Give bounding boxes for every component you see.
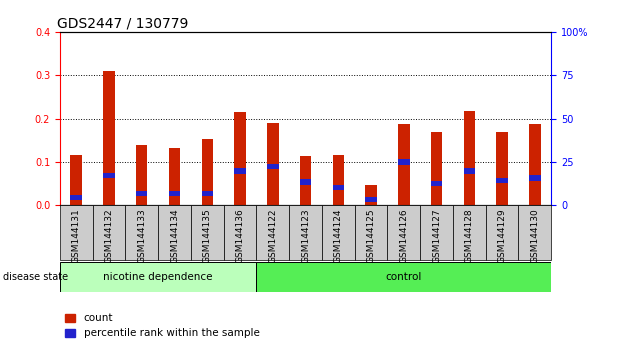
Bar [300,179,311,184]
FancyBboxPatch shape [256,262,551,292]
Bar [496,178,508,183]
Text: GSM144136: GSM144136 [236,208,244,263]
Bar [71,155,82,205]
FancyBboxPatch shape [93,205,125,260]
FancyBboxPatch shape [420,205,453,260]
Bar [464,169,475,174]
Text: GSM144130: GSM144130 [530,208,539,263]
FancyBboxPatch shape [355,205,387,260]
Bar [169,191,180,196]
Bar [496,132,508,205]
Text: nicotine dependence: nicotine dependence [103,272,213,282]
FancyBboxPatch shape [60,262,256,292]
FancyBboxPatch shape [518,205,551,260]
Text: GSM144125: GSM144125 [367,208,375,263]
FancyBboxPatch shape [486,205,518,260]
FancyBboxPatch shape [60,205,93,260]
Bar [267,164,278,169]
Bar [267,123,278,205]
Bar [529,175,541,181]
FancyBboxPatch shape [256,205,289,260]
Text: GSM144123: GSM144123 [301,208,310,263]
Text: GSM144128: GSM144128 [465,208,474,263]
Bar [464,111,475,205]
Bar [103,173,115,178]
Legend: count, percentile rank within the sample: count, percentile rank within the sample [65,313,260,338]
Bar [333,155,344,205]
Text: GSM144124: GSM144124 [334,208,343,263]
Text: control: control [386,272,422,282]
Text: GSM144135: GSM144135 [203,208,212,263]
Text: disease state: disease state [3,272,68,282]
Bar [234,112,246,205]
Bar [136,191,147,196]
Text: GSM144122: GSM144122 [268,208,277,263]
Text: GSM144129: GSM144129 [498,208,507,263]
Bar [431,132,442,205]
Bar [398,124,410,205]
Bar [71,195,82,200]
Text: GSM144132: GSM144132 [105,208,113,263]
Text: GSM144134: GSM144134 [170,208,179,263]
Bar [169,148,180,205]
Bar [136,144,147,205]
FancyBboxPatch shape [191,205,224,260]
Bar [431,181,442,186]
Text: GSM144126: GSM144126 [399,208,408,263]
FancyBboxPatch shape [158,205,191,260]
Bar [365,197,377,202]
Bar [202,191,213,196]
Text: GDS2447 / 130779: GDS2447 / 130779 [57,17,189,31]
FancyBboxPatch shape [387,205,420,260]
Text: GSM144127: GSM144127 [432,208,441,263]
FancyBboxPatch shape [125,205,158,260]
FancyBboxPatch shape [289,205,322,260]
Bar [202,139,213,205]
Bar [365,184,377,205]
Bar [103,71,115,205]
Bar [398,159,410,165]
Bar [529,124,541,205]
Bar [300,156,311,205]
Bar [333,184,344,190]
Text: GSM144131: GSM144131 [72,208,81,263]
Bar [234,169,246,174]
FancyBboxPatch shape [224,205,256,260]
FancyBboxPatch shape [453,205,486,260]
Text: GSM144133: GSM144133 [137,208,146,263]
FancyBboxPatch shape [322,205,355,260]
